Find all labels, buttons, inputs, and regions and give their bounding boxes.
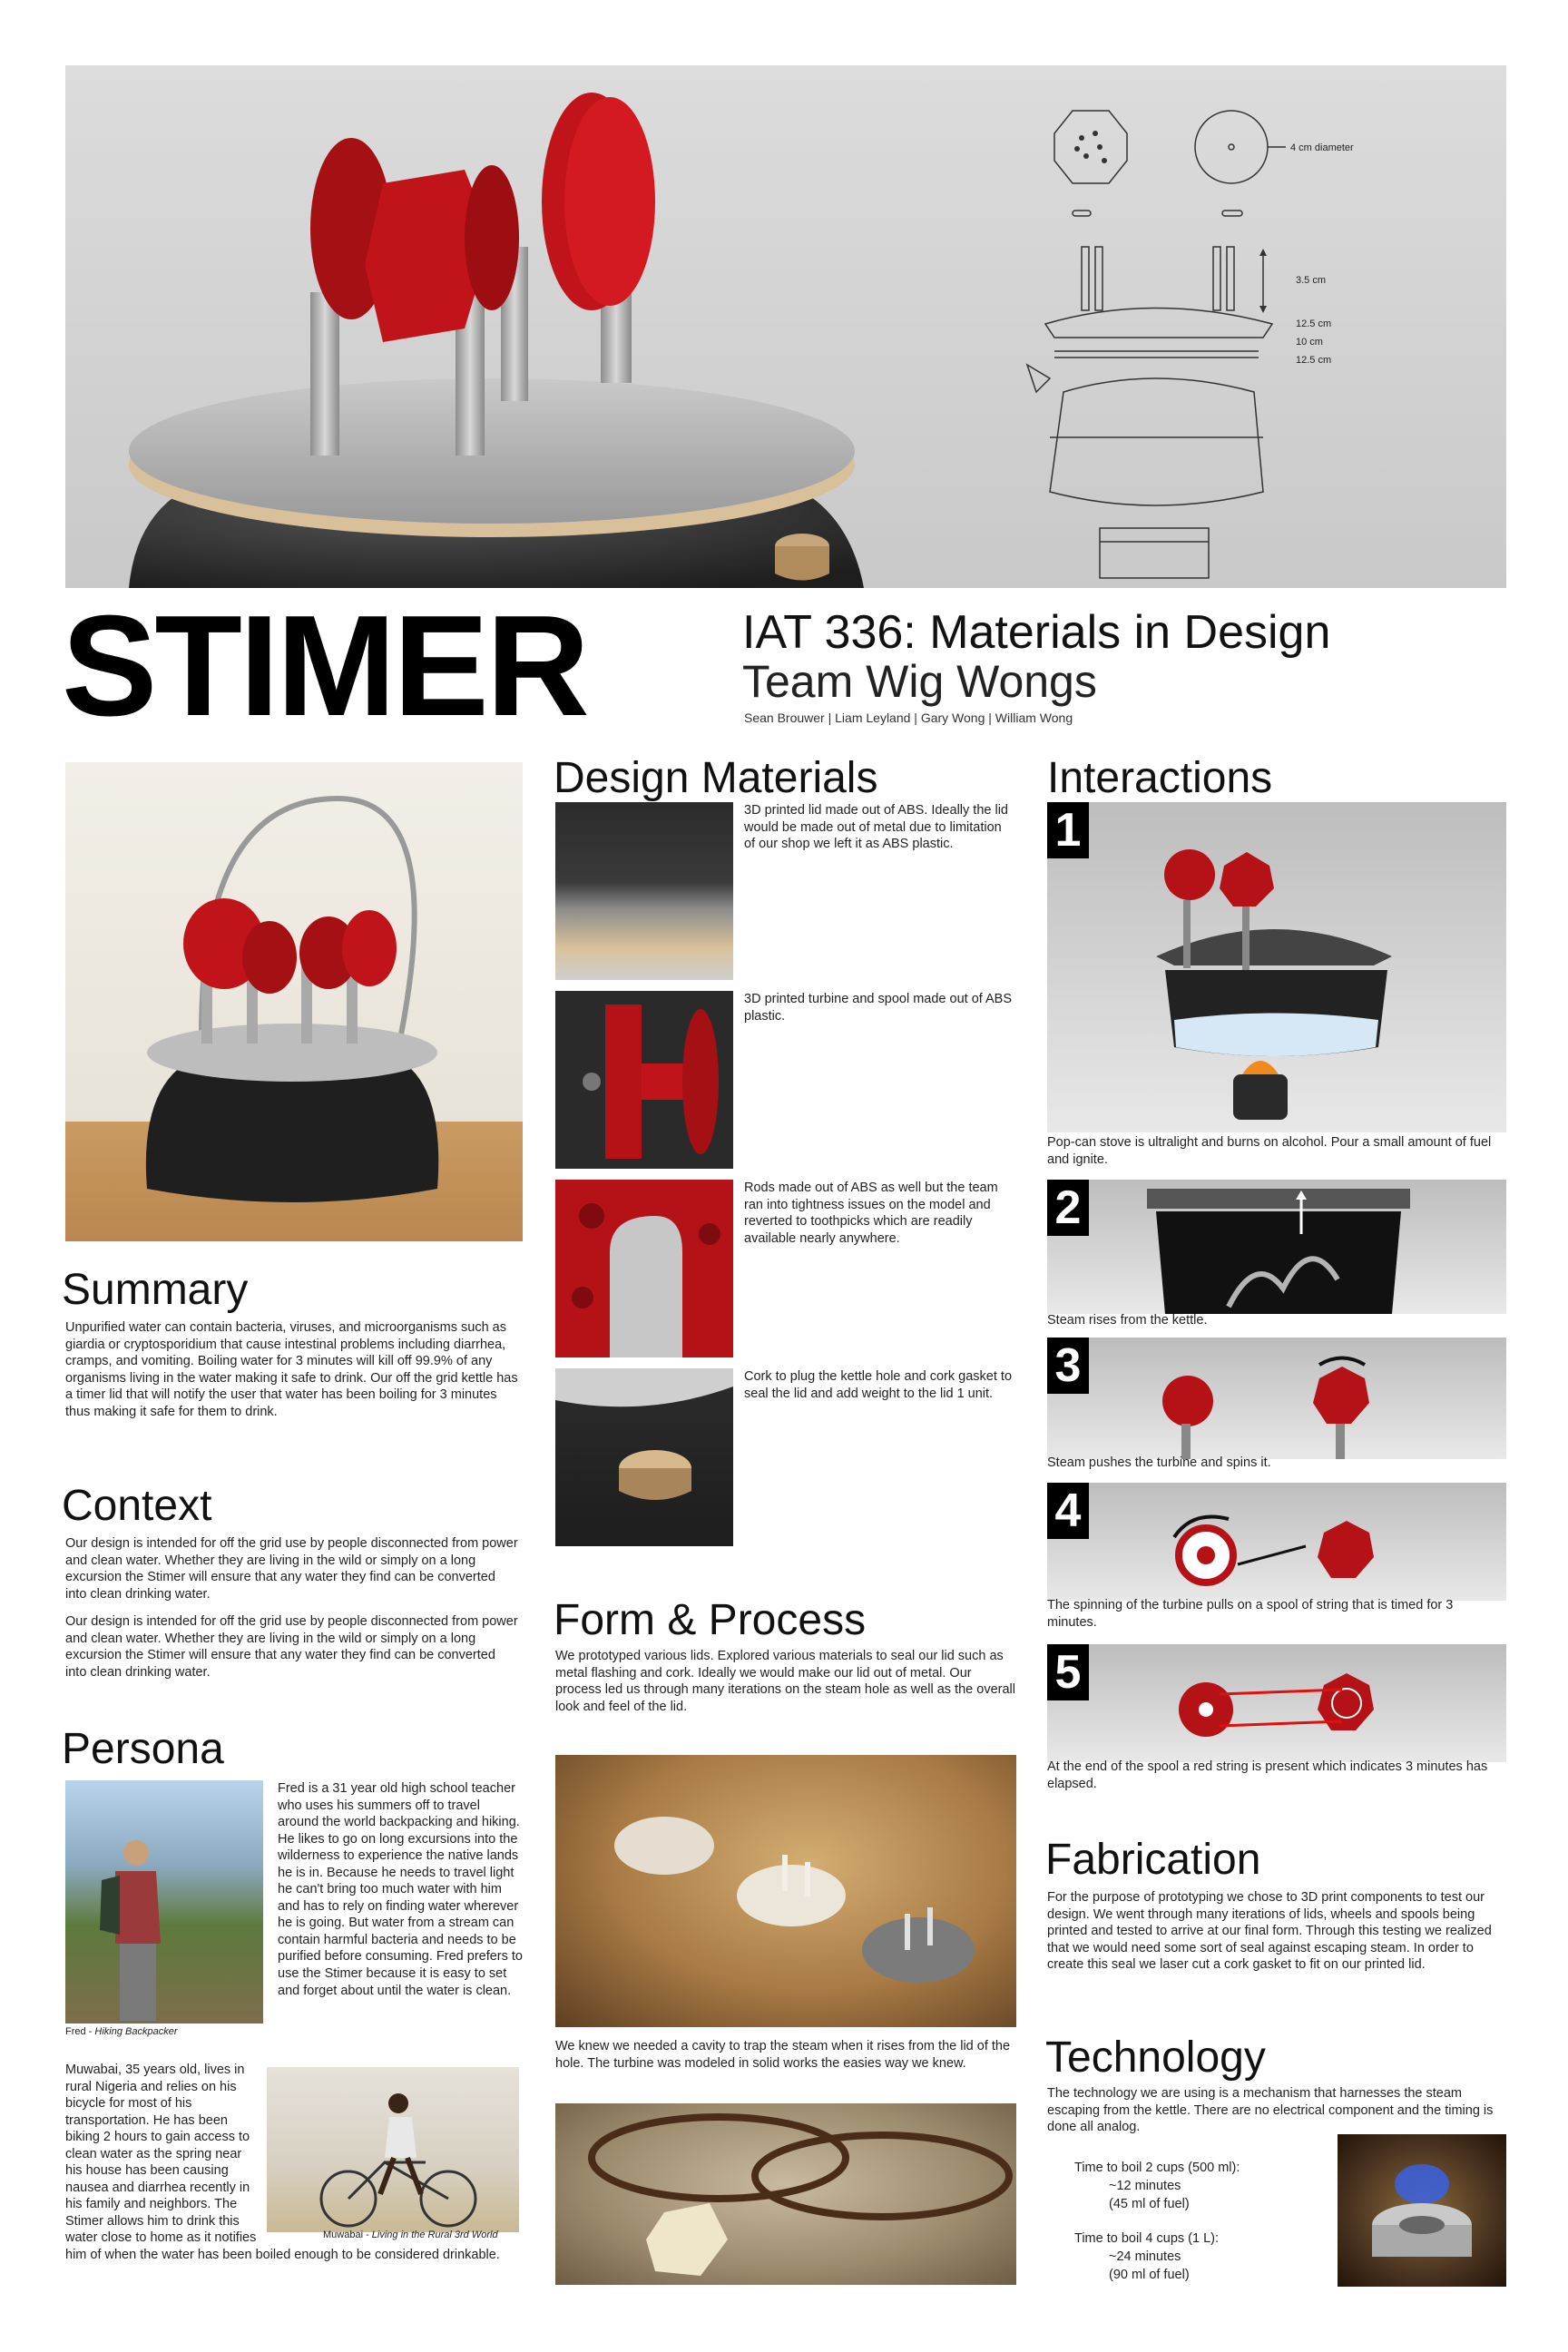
- technology-text: The technology we are using is a mechani…: [1047, 2086, 1494, 2135]
- interaction-step-3-text: Steam pushes the turbine and spins it.: [1047, 1455, 1271, 1470]
- interaction-1-illustration: [1047, 802, 1506, 1132]
- kettle-render-illustration: [129, 93, 864, 588]
- fred-caption-desc: Hiking Backpacker: [94, 2026, 178, 2037]
- pop-can-stove-photo: [1338, 2134, 1506, 2287]
- team-members: Sean Brouwer | Liam Leyland | Gary Wong …: [744, 710, 1073, 725]
- material-cork-photo: [555, 1368, 733, 1546]
- context-text-2: Our design is intended for off the grid …: [65, 1614, 518, 1680]
- prototype-photo: [65, 762, 523, 1241]
- diagram-dim-3: 12.5 cm: [1296, 355, 1332, 366]
- interaction-step-5-text: At the end of the spool a red string is …: [1047, 1759, 1488, 1791]
- team-name: Team Wig Wongs: [742, 656, 1097, 707]
- muwabai-caption: Muwabai - Living in the Rural 3rd World: [323, 2229, 498, 2241]
- interaction-step-1-text: Pop-can stove is ultralight and burns on…: [1047, 1135, 1492, 1167]
- page-title: STIMER: [62, 586, 590, 746]
- diagram-dim-2: 10 cm: [1296, 337, 1323, 348]
- diagram-height-label: 3.5 cm: [1296, 275, 1327, 286]
- material-rod-photo: [555, 1180, 733, 1357]
- muwabai-photo: [267, 2067, 519, 2232]
- interaction-step-1-number: 1: [1047, 802, 1089, 858]
- interaction-step-5-number: 5: [1047, 1644, 1089, 1700]
- muwabai-text-wrap: Muwabai, 35 years old, lives in rural Ni…: [65, 2062, 519, 2264]
- form-process-text-1: We prototyped various lids. Explored var…: [555, 1649, 1015, 1714]
- fred-text: Fred is a 31 year old high school teache…: [278, 1781, 523, 1998]
- fabrication-heading: Fabrication: [1045, 1836, 1261, 1884]
- fred-photo: [65, 1780, 263, 2024]
- boil-4-cups-fuel: (90 ml of fuel): [1109, 2268, 1190, 2282]
- technology-heading: Technology: [1045, 2034, 1266, 2082]
- context-text-1: Our design is intended for off the grid …: [65, 1536, 518, 1602]
- interaction-5-illustration: [1047, 1644, 1506, 1762]
- interaction-step-3-number: 3: [1047, 1338, 1089, 1394]
- interaction-step-4-text: The spinning of the turbine pulls on a s…: [1047, 1598, 1454, 1630]
- summary-text: Unpurified water can contain bacteria, v…: [65, 1320, 518, 1419]
- boil-2-cups-time: ~12 minutes: [1109, 2179, 1181, 2193]
- diagram-diameter-label: 4 cm diameter: [1290, 142, 1354, 153]
- muwabai-caption-name: Muwabai -: [323, 2230, 372, 2240]
- material-turbine-photo: [555, 991, 733, 1169]
- form-process-text-2: We knew we needed a cavity to trap the s…: [555, 2039, 1011, 2071]
- material-item-3: Rods made out of ABS as well but the tea…: [744, 1181, 998, 1246]
- design-materials-heading: Design Materials: [554, 754, 878, 802]
- prototype-lids-photo: [555, 1755, 1016, 2027]
- interactions-heading: Interactions: [1047, 754, 1273, 802]
- material-item-4: Cork to plug the kettle hole and cork ga…: [744, 1369, 1013, 1401]
- boil-4-cups-title: Time to boil 4 cups (1 L):: [1074, 2231, 1220, 2246]
- form-process-heading: Form & Process: [554, 1596, 867, 1644]
- boil-2-cups-title: Time to boil 2 cups (500 ml):: [1074, 2161, 1240, 2175]
- boil-2-cups-fuel: (45 ml of fuel): [1109, 2197, 1190, 2211]
- boil-4-cups-time: ~24 minutes: [1109, 2249, 1181, 2264]
- interaction-step-4-number: 4: [1047, 1483, 1089, 1539]
- interaction-3-illustration: [1047, 1338, 1506, 1459]
- fred-caption: Fred - Hiking Backpacker: [65, 2025, 178, 2038]
- muwabai-text: Muwabai, 35 years old, lives in rural Ni…: [65, 2063, 500, 2263]
- interaction-2-illustration: [1047, 1180, 1506, 1314]
- fabrication-text: For the purpose of prototyping we chose …: [1047, 1890, 1492, 1973]
- material-item-1: 3D printed lid made out of ABS. Ideally …: [744, 803, 1008, 852]
- fred-caption-name: Fred -: [65, 2026, 95, 2037]
- diagram-dim-1: 12.5 cm: [1296, 318, 1332, 329]
- interaction-step-2-text: Steam rises from the kettle.: [1047, 1313, 1208, 1328]
- material-lid-photo: [555, 802, 733, 980]
- gasket-photo: [555, 2103, 1016, 2285]
- material-item-2: 3D printed turbine and spool made out of…: [744, 992, 1013, 1024]
- interaction-step-2-number: 2: [1047, 1180, 1089, 1236]
- exploded-view-diagram: [1025, 110, 1286, 579]
- hero-render: 4 cm diameter 3.5 cm 12.5 cm 10 cm 12.5 …: [65, 65, 1506, 588]
- summary-heading: Summary: [62, 1266, 249, 1314]
- context-heading: Context: [62, 1482, 212, 1530]
- interaction-4-illustration: [1047, 1483, 1506, 1601]
- muwabai-caption-desc: Living in the Rural 3rd World: [371, 2230, 498, 2240]
- persona-heading: Persona: [62, 1725, 224, 1773]
- course-title: IAT 336: Materials in Design: [742, 606, 1331, 659]
